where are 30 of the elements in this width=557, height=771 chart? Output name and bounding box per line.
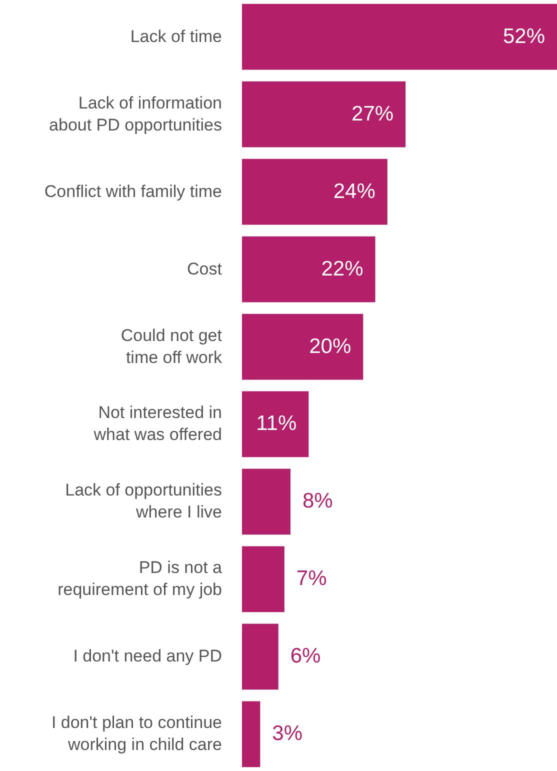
bar <box>242 81 406 148</box>
bar <box>242 314 364 380</box>
y-tick-label: I don't need any PD <box>73 646 222 666</box>
y-tick-label: Not interested in what was offered <box>92 403 222 444</box>
data-label: 8% <box>302 490 333 513</box>
y-tick-label: Could not get time off work <box>120 326 222 367</box>
data-label: 11% <box>256 412 297 436</box>
data-label: 52% <box>502 24 545 48</box>
y-tick-label: Lack of information about PD opportunities <box>49 93 222 134</box>
bar <box>242 468 290 535</box>
data-label: 22% <box>321 257 364 280</box>
bar <box>242 624 278 690</box>
data-label: 20% <box>309 334 352 358</box>
y-tick-label: Conflict with family time <box>44 182 222 201</box>
bar <box>242 236 376 302</box>
y-tick-label: PD is not a requirement of my job <box>58 558 223 600</box>
data-label: 24% <box>333 180 376 203</box>
data-label: 6% <box>290 644 321 668</box>
bar <box>242 158 388 225</box>
y-tick-label: Lack of opportunities where I live <box>65 480 222 522</box>
data-label: 7% <box>296 567 327 590</box>
data-label: 27% <box>352 102 394 126</box>
bar <box>242 391 309 458</box>
bar <box>242 546 284 612</box>
bar <box>242 4 557 70</box>
y-tick-label: Cost <box>187 259 222 278</box>
bar <box>242 701 260 768</box>
y-tick-label: I don't plan to continue working in child care <box>51 713 222 754</box>
y-tick-label: Lack of time <box>130 26 222 46</box>
data-label: 3% <box>272 722 303 746</box>
